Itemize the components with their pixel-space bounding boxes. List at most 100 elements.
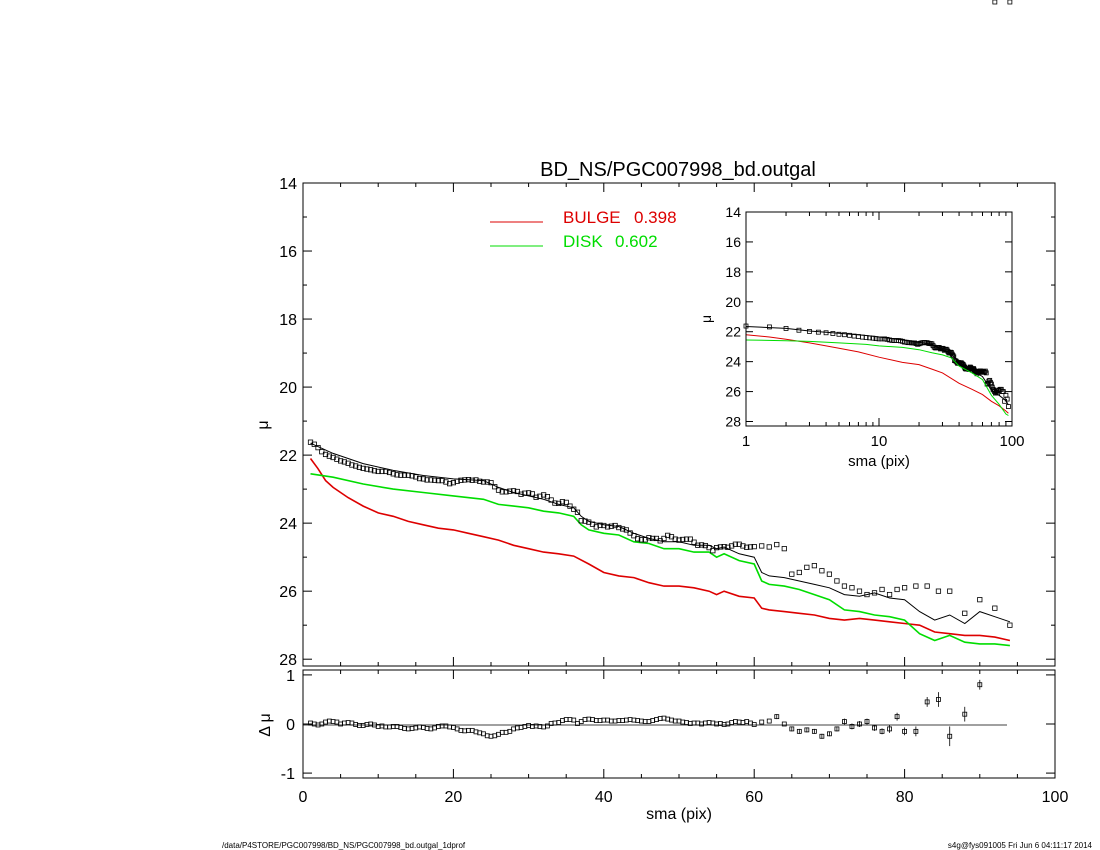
residual-y-tick-label: -1 <box>281 766 295 783</box>
inset-x-tick-label: 10 <box>871 433 888 450</box>
main-data-point <box>416 475 423 482</box>
residual-data-point <box>819 733 825 739</box>
inset-data-point <box>912 340 917 346</box>
main-data-point <box>691 539 697 545</box>
main-data-point <box>725 544 731 550</box>
main-data-point <box>435 478 441 484</box>
main-data-point <box>552 500 558 506</box>
inset-y-tick-label: 16 <box>725 234 741 250</box>
main-data-point <box>902 585 908 591</box>
residual-data-point <box>781 721 787 727</box>
footer-file-path: /data/P4STORE/PGC007998/BD_NS/PGC007998_… <box>222 841 466 850</box>
x-tick-label: 40 <box>595 789 613 806</box>
residual-data-point <box>804 727 810 733</box>
main-data-point <box>759 543 765 549</box>
main-data-point <box>492 484 498 490</box>
residual-data-point <box>872 725 877 731</box>
main-data-point <box>356 464 363 470</box>
inset-x-tick-label: 1 <box>742 433 750 450</box>
main-data-point <box>608 523 614 529</box>
residual-data-point <box>507 728 513 734</box>
main-data-point <box>661 535 667 542</box>
residual-data-point <box>751 722 757 727</box>
legend: BULGE 0.398 DISK 0.602 <box>490 208 677 251</box>
main-data-point <box>465 477 472 483</box>
inset-data-point <box>842 332 847 338</box>
inset-y-tick-label: 28 <box>725 414 741 430</box>
residual-y-axis-label: Δ μ <box>257 713 274 736</box>
inset-y-tick-label: 26 <box>725 384 741 400</box>
residual-data-point <box>571 717 577 723</box>
inset-series-bulge-line <box>745 334 1009 414</box>
main-data-point <box>503 489 509 495</box>
main-data-point <box>480 479 487 485</box>
main-data-point <box>360 465 366 471</box>
main-data-point <box>616 524 622 531</box>
main-data-point <box>319 449 325 455</box>
inset-data-point <box>988 381 994 387</box>
main-data-point <box>736 541 742 547</box>
main-data-point <box>341 459 347 465</box>
residual-data-point <box>1007 0 1013 5</box>
inset-y-tick-label: 14 <box>725 204 741 220</box>
main-data-point <box>992 605 998 611</box>
main-data-point <box>706 545 712 551</box>
main-data-point <box>913 583 919 589</box>
residual-y-tick-label: 1 <box>286 668 295 685</box>
main-data-point <box>582 518 588 524</box>
main-data-point <box>811 563 817 569</box>
main-data-point <box>717 544 723 550</box>
residual-data-point <box>894 714 900 720</box>
main-data-point <box>326 453 332 459</box>
main-data-point <box>894 586 900 593</box>
main-data-point <box>337 458 344 464</box>
main-data-point <box>578 518 584 524</box>
main-data-point <box>796 569 802 576</box>
main-data-point <box>450 480 457 486</box>
main-data-point <box>383 468 389 475</box>
main-y-tick-label: 14 <box>279 176 297 193</box>
main-data-point <box>714 545 720 551</box>
main-data-point <box>574 509 581 515</box>
residual-plot-frame <box>302 669 1056 779</box>
inset-data-point <box>847 332 852 338</box>
legend-label-disk: DISK <box>563 232 603 251</box>
residual-data-point <box>849 724 855 729</box>
residual-data-point <box>977 682 983 688</box>
main-data-point <box>541 492 547 498</box>
residual-data-point <box>766 718 772 724</box>
legend-value-disk: 0.602 <box>615 232 658 251</box>
chart-title: BD_NS/PGC007998_bd.outgal <box>540 159 816 181</box>
main-data-point <box>819 568 825 574</box>
main-data-point <box>330 454 336 461</box>
main-data-point <box>394 472 400 478</box>
main-data-point <box>544 494 551 500</box>
main-data-point <box>604 524 611 530</box>
residual-data-point <box>924 699 930 705</box>
inset-data-point <box>983 370 989 376</box>
inset-panel: 14 16 18 20 22 24 26 281 10 100 μ sma (pix) <box>698 204 1025 470</box>
main-data-point <box>620 526 626 532</box>
residual-data-point <box>857 721 862 727</box>
main-data-point <box>364 466 370 472</box>
main-data-point <box>526 490 532 496</box>
main-data-point <box>322 451 329 458</box>
main-data-point <box>650 535 656 542</box>
main-data-point <box>398 472 404 478</box>
main-y-tick-label: 18 <box>279 312 297 329</box>
main-data-point <box>345 460 351 466</box>
inset-data-point <box>836 331 842 337</box>
main-data-point <box>856 588 863 594</box>
inset-y-tick-label: 20 <box>725 294 741 310</box>
residual-panel: 10-1 Δ μ 0 20 40 60 80 100 sma (pix) <box>257 0 1068 823</box>
main-data-point <box>601 522 607 529</box>
inset-background <box>746 212 1012 426</box>
main-data-point <box>390 471 396 477</box>
main-data-point <box>454 478 460 484</box>
main-data-point <box>935 588 942 594</box>
inset-x-tick-label: 100 <box>999 433 1024 450</box>
main-data-point <box>334 456 340 462</box>
main-data-point <box>510 488 517 494</box>
main-data-point <box>424 477 430 483</box>
